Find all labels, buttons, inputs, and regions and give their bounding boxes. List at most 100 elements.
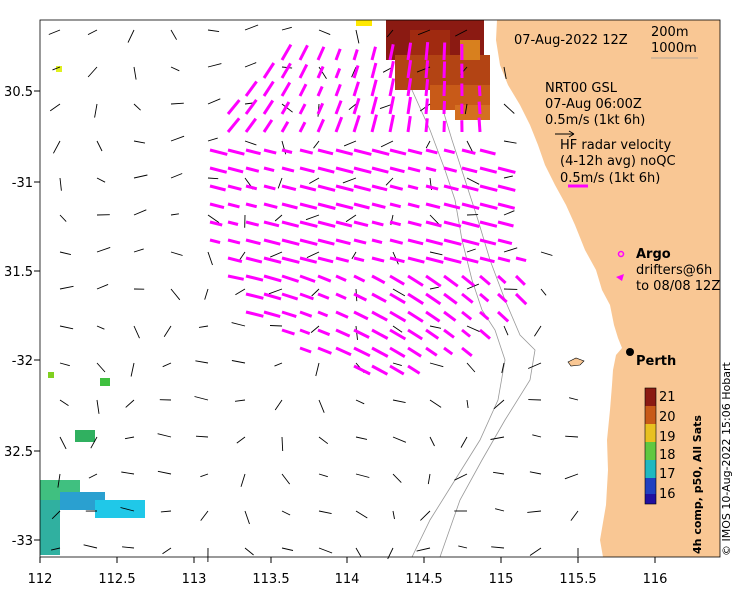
model-arrow <box>466 325 480 333</box>
model-arrow <box>52 66 61 71</box>
radar-arrow <box>280 62 292 79</box>
model-arrow <box>50 547 61 551</box>
model-arrow <box>392 510 395 520</box>
radar-arrow <box>407 148 423 156</box>
model-arrow <box>195 435 209 438</box>
radar-arrow <box>316 46 326 61</box>
radar-arrow <box>443 256 462 264</box>
radar-arrow <box>263 202 278 209</box>
radar-arrow <box>262 99 275 115</box>
radar-arrow <box>479 256 495 264</box>
model-arrow <box>236 436 246 444</box>
radar-arrow <box>388 60 395 79</box>
radar-arrow <box>353 256 365 263</box>
radar-arrow <box>388 96 396 115</box>
model-arrow <box>133 248 144 253</box>
model-arrow <box>534 325 542 337</box>
radar-arrow <box>424 118 429 133</box>
radar-arrow <box>442 61 447 79</box>
model-arrow <box>392 362 402 367</box>
radar-arrow <box>389 328 407 341</box>
axis-ticks <box>34 90 656 563</box>
radar-arrow <box>317 220 336 228</box>
model-arrow <box>281 547 294 551</box>
model-arrow <box>429 325 442 329</box>
radar-arrow <box>443 202 461 210</box>
radar-arrow <box>425 328 440 340</box>
radar-arrow <box>389 274 405 286</box>
y-tick-label: 31.5 <box>4 265 33 280</box>
radar-arrow <box>424 41 430 61</box>
x-axis-labels: 112 112.5 113 113.5 114 114.5 115 115.5 … <box>28 572 668 587</box>
drifter-label-line1: drifters@6h <box>636 263 712 278</box>
radar-arrow <box>263 292 282 301</box>
radar-arrow <box>461 274 476 287</box>
y-tick-label: -32 <box>12 354 33 369</box>
radar-arrow <box>209 148 228 156</box>
rottnest-island <box>567 357 585 367</box>
model-arrow <box>392 288 406 297</box>
radar-arrow <box>262 80 275 97</box>
radar-arrow <box>299 184 317 192</box>
model-arrow <box>274 399 283 411</box>
model-arrow <box>281 436 284 452</box>
model-arrow <box>454 29 468 37</box>
model-arrow <box>198 325 209 328</box>
radar-arrow <box>335 328 351 338</box>
radar-arrow <box>371 256 385 263</box>
radar-arrow <box>371 166 389 174</box>
model-arrow <box>281 473 291 485</box>
radar-arrow <box>317 274 332 283</box>
radar-arrow <box>461 310 473 321</box>
model-arrow <box>420 510 431 521</box>
model-arrow <box>240 473 246 487</box>
model-arrow <box>133 140 146 144</box>
model-arrow <box>121 471 135 475</box>
radar-arrow <box>371 292 387 303</box>
radar-arrow <box>209 166 228 174</box>
model-arrow <box>355 547 362 557</box>
radar-arrow <box>335 202 354 210</box>
sst-patch-north <box>356 20 490 120</box>
radar-arrow <box>317 184 336 192</box>
colorbar-tick: 16 <box>659 487 676 502</box>
radar-arrow <box>479 274 491 286</box>
radar-label-line3: 0.5m/s (1kt 6h) <box>560 171 660 186</box>
radar-arrow <box>245 166 260 173</box>
radar-arrow <box>245 148 261 156</box>
model-arrow <box>133 66 137 80</box>
radar-arrow <box>334 100 343 115</box>
model-arrow <box>529 547 542 556</box>
radar-arrow <box>425 310 441 323</box>
model-arrow <box>170 29 177 40</box>
radar-arrow <box>461 202 480 210</box>
radar-arrow <box>227 256 243 264</box>
radar-arrow <box>496 274 507 285</box>
radar-arrow <box>299 148 314 155</box>
model-arrow <box>429 399 442 408</box>
radar-arrow <box>407 328 424 341</box>
model-arrow <box>94 103 98 118</box>
radar-arrow <box>406 59 413 79</box>
radar-arrow <box>371 184 388 192</box>
argo-marker <box>617 250 625 258</box>
radar-arrow <box>443 292 458 305</box>
model-arrow <box>120 507 135 512</box>
model-arrow <box>48 29 61 35</box>
model-arrow <box>355 29 360 44</box>
model-arrow <box>170 135 185 142</box>
model-arrow <box>540 251 553 256</box>
radar-arrow <box>299 256 318 264</box>
model-arrow <box>170 288 181 301</box>
model-arrow <box>501 362 505 374</box>
radar-arrow <box>353 238 367 245</box>
model-arrow <box>429 214 441 226</box>
model-arrow <box>348 103 357 111</box>
model-arrow <box>83 544 98 549</box>
model-arrow <box>53 140 61 154</box>
radar-arrow <box>316 65 325 79</box>
radar-arrow <box>371 346 389 358</box>
model-arrow <box>466 177 480 185</box>
radar-arrow <box>334 67 342 79</box>
